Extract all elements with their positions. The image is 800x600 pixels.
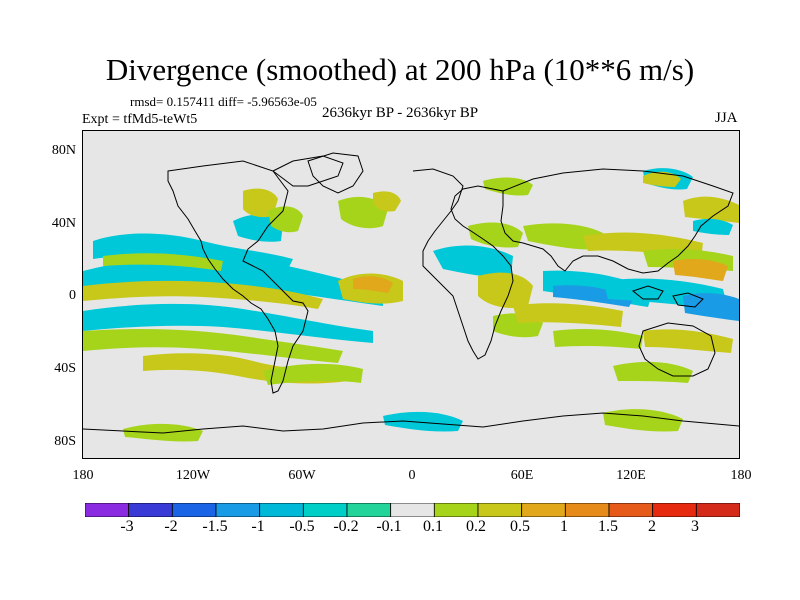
coastlines <box>83 152 739 434</box>
map-panel <box>82 130 740 459</box>
lon-label-120e: 120E <box>616 468 646 483</box>
colorbar-swatch <box>521 503 566 517</box>
lat-label-80s: 80S <box>54 434 76 449</box>
colorbar-label: -0.5 <box>289 518 315 535</box>
lat-label-40s: 40S <box>54 361 76 376</box>
colorbar-swatch <box>477 503 523 517</box>
lon-label-180e: 180 <box>730 468 752 483</box>
colorbar-swatch <box>433 503 479 517</box>
colorbar-label: -2 <box>164 518 178 535</box>
colorbar-label: -1.5 <box>202 518 228 535</box>
lon-label-120w: 120W <box>175 468 211 483</box>
colorbar-label: 0.2 <box>466 518 486 535</box>
colorbar-swatch <box>302 503 348 517</box>
lon-label-60e: 60E <box>510 468 534 483</box>
season-label: JJA <box>715 110 738 126</box>
colorbar-label: 3 <box>691 518 699 535</box>
stats-line: rmsd= 0.157411 diff= -5.96563e-05 <box>130 94 317 109</box>
lat-label-80n: 80N <box>51 143 76 158</box>
colorbar-swatch <box>564 503 610 517</box>
colorbar-swatch <box>128 503 173 517</box>
map-title: Divergence (smoothed) at 200 hPa (10**6 … <box>105 52 695 87</box>
lon-label-60w: 60W <box>288 468 316 483</box>
lon-label-0: 0 <box>408 468 416 483</box>
colorbar-label: 2 <box>648 518 656 535</box>
colorbar-swatch <box>390 503 435 517</box>
experiment-label: Expt = tfMd5-teWt5 <box>82 112 198 127</box>
colorbar-swatch <box>85 503 130 517</box>
colorbar-swatch <box>695 503 740 517</box>
colorbar-swatch <box>215 503 261 517</box>
colorbar-swatch <box>608 503 654 517</box>
divergence-field <box>83 168 739 442</box>
colorbar-label: -3 <box>120 518 134 535</box>
divergence-map <box>83 131 739 458</box>
colorbar-swatch <box>259 503 304 517</box>
colorbar-label: -0.2 <box>333 518 359 535</box>
colorbar-label: 0.1 <box>423 518 443 535</box>
colorbar-swatch <box>171 503 217 517</box>
lat-label-40n: 40N <box>51 216 76 231</box>
colorbar-swatch <box>346 503 392 517</box>
colorbar-label: 0.5 <box>510 518 530 535</box>
colorbar-label: -1 <box>251 518 265 535</box>
period-label: 2636kyr BP - 2636kyr BP <box>322 105 479 121</box>
colorbar-label: 1 <box>560 518 568 535</box>
lat-label-0: 0 <box>69 288 76 303</box>
colorbar-swatch <box>652 503 697 517</box>
lon-label-180w: 180 <box>72 468 94 483</box>
colorbar <box>85 503 740 517</box>
colorbar-label: -0.1 <box>376 518 402 535</box>
colorbar-label: 1.5 <box>598 518 618 535</box>
